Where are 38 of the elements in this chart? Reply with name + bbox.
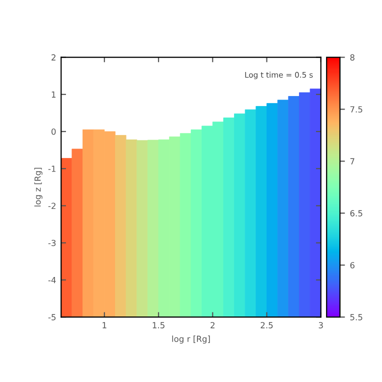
y-tick-label: -2 [48,202,56,209]
bar [147,140,159,318]
y-tick-label: -1 [48,166,56,172]
bar [288,96,300,318]
bar [61,158,72,318]
bar [234,113,246,318]
x-tick-label: 2 [210,322,214,328]
bar [136,140,148,318]
bar [266,103,278,318]
y-tick-label: 2 [52,54,56,60]
bar [277,100,289,318]
bar [190,129,202,318]
x-axis-title: log r [Rg] [172,336,210,344]
bar [72,148,83,318]
bar [180,133,192,318]
bar [256,106,267,318]
y-tick-label: -3 [48,240,56,246]
color-bar-label: 6.5 [350,210,362,216]
x-tick-label: 1 [102,322,106,328]
bar [223,118,235,318]
color-bar-label: 7.5 [350,106,362,113]
color-bar-label: 6 [350,262,354,268]
x-tick-label: 2.5 [260,322,273,328]
bar [244,109,256,318]
x-tick-label: 1.5 [152,322,164,328]
color-bar-label: 7 [350,158,354,164]
y-tick-label: -5 [48,314,56,320]
y-tick-label: -4 [48,277,56,284]
x-tick-label: 3 [318,322,323,328]
y-tick-label: 1 [52,92,56,98]
bar [310,88,321,318]
y-axis-title: log z [Rg] [34,168,42,206]
bar [299,92,310,318]
y-tick-label: 0 [52,128,56,135]
bar [126,139,138,318]
bar [115,135,126,318]
color-bar-label: 5.5 [350,314,362,320]
color-bar-label: 8 [350,54,354,61]
